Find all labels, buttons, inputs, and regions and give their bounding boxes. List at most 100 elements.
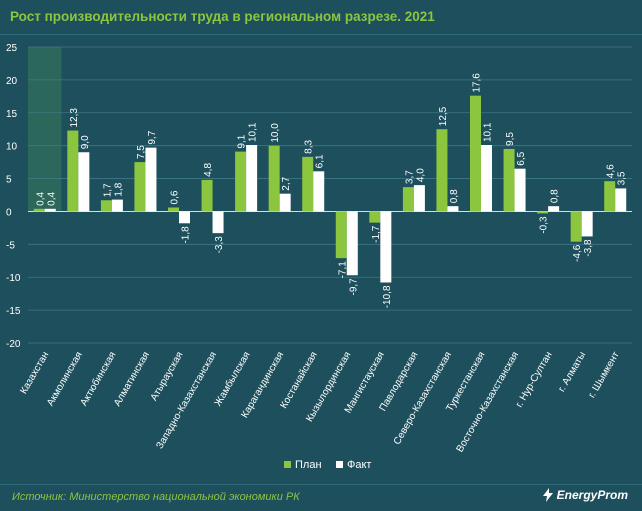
y-tick-label: 25 [6, 43, 18, 54]
bottom-divider [0, 484, 642, 485]
plan-data-label: 7,5 [136, 145, 147, 159]
plan-data-label: 12,3 [69, 108, 80, 128]
fact-data-label: 0,4 [46, 191, 57, 205]
plan-bar [470, 95, 481, 212]
fact-bar [615, 188, 627, 212]
x-category-label: Акмолинская [45, 350, 85, 408]
plan-data-label: 9,1 [237, 134, 248, 148]
fact-data-label: -3,3 [214, 236, 225, 254]
plan-data-label: -0,3 [539, 216, 550, 234]
plan-data-label: 10,0 [270, 123, 281, 143]
plan-bar [67, 130, 79, 212]
fact-bar [279, 193, 291, 212]
x-category-label: г. Нур-Султан [514, 350, 555, 410]
plan-bar [268, 145, 280, 212]
y-tick-label: -20 [6, 339, 21, 350]
brand-logo: EnergyProm [542, 488, 628, 502]
fact-data-label: 9,7 [147, 130, 158, 144]
plan-bar [604, 181, 616, 212]
fact-data-label: 4,0 [415, 168, 426, 182]
y-tick-label: 0 [6, 207, 12, 218]
legend-fact-swatch [336, 461, 343, 468]
fact-bar [212, 211, 224, 234]
fact-bar [145, 147, 157, 212]
x-category-label: г. Алматы [556, 350, 588, 394]
fact-data-label: 1,8 [113, 182, 124, 196]
x-category-label: Западно-Казахстанская [154, 350, 219, 451]
brand-name: EnergyProm [556, 488, 628, 502]
x-category-label: Восточно-Казахстанская [455, 350, 522, 454]
y-tick-label: 10 [6, 142, 18, 153]
plan-bar [537, 211, 549, 214]
fact-data-label: 10,1 [483, 122, 494, 142]
y-tick-label: 20 [6, 76, 18, 87]
plan-bar [503, 148, 515, 212]
plan-data-label: 4,6 [606, 164, 617, 178]
fact-data-label: -10,8 [382, 285, 393, 308]
plan-bar [369, 211, 381, 223]
plan-data-label: 0,4 [35, 191, 46, 205]
plan-data-label: 1,7 [102, 183, 113, 197]
plan-bar [201, 179, 213, 212]
bar-chart: 25 20 15 10 5 0 -5 -10 -15 -20 0,4 0,4 Казахстан 12,3… [6, 43, 632, 471]
fact-bar [111, 199, 123, 212]
plan-bar [570, 211, 582, 242]
fact-bar [413, 185, 425, 212]
fact-bar [346, 211, 358, 276]
plan-bar [436, 129, 448, 212]
plan-bar [134, 162, 146, 212]
x-category-label: Актюбинская [78, 350, 119, 409]
fact-bar [514, 168, 526, 212]
plan-data-label: 0,6 [170, 190, 181, 204]
plan-bar [33, 208, 45, 212]
plan-data-label: 17,6 [472, 73, 483, 93]
plan-data-label: 12,5 [438, 106, 449, 126]
source-note: Источник: Министерство национальной экон… [12, 491, 300, 503]
plan-bar [335, 211, 347, 259]
plan-bar [235, 151, 247, 212]
fact-data-label: -9,7 [348, 278, 359, 296]
fact-data-label: 6,1 [315, 154, 326, 168]
fact-bar [44, 208, 56, 212]
legend-plan-label: План [295, 459, 322, 471]
x-category-label: Алматинская [112, 350, 152, 408]
fact-bar [179, 211, 190, 224]
x-category-label: г. Шымкент [587, 350, 622, 400]
highlight-band [28, 47, 62, 212]
fact-data-label: 10,1 [248, 122, 259, 142]
fact-data-label: 2,7 [281, 176, 292, 190]
top-divider [0, 34, 642, 35]
fact-bar [78, 152, 90, 212]
fact-bar [447, 206, 459, 212]
plan-data-label: -1,7 [371, 225, 382, 243]
plan-bar [100, 200, 112, 212]
legend-plan-swatch [284, 461, 291, 468]
fact-bar [548, 206, 560, 212]
x-category-label: Казахстан [18, 350, 51, 396]
lightning-icon [542, 488, 553, 502]
fact-data-label: 3,5 [617, 171, 628, 185]
y-tick-label: -15 [6, 306, 21, 317]
fact-data-label: -3,8 [583, 239, 594, 257]
fact-bar [246, 145, 258, 212]
plan-data-label: 8,3 [304, 140, 315, 154]
fact-data-label: 9,0 [80, 135, 91, 149]
y-tick-label: 15 [6, 109, 18, 120]
fact-bar [481, 145, 492, 212]
fact-bar [380, 211, 392, 283]
fact-bar [313, 171, 325, 212]
plan-bar [168, 207, 179, 212]
plan-data-label: -7,1 [337, 261, 348, 279]
fact-data-label: -1,8 [181, 226, 192, 244]
x-category-label: Северо-Казахстанская [392, 350, 454, 447]
legend-fact-label: Факт [347, 459, 371, 471]
y-tick-label: -10 [6, 273, 21, 284]
plan-data-label: 3,7 [404, 170, 415, 184]
x-category-label: Жамбылская [212, 350, 253, 409]
fact-data-label: 6,5 [516, 151, 527, 165]
plan-bar [302, 156, 314, 212]
chart-title: Рост производительности труда в регионал… [10, 9, 435, 24]
x-category-label: Атырауская [149, 350, 186, 403]
fact-bar [581, 211, 593, 237]
